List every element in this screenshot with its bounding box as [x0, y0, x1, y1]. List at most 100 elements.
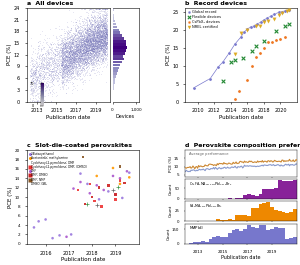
Point	[78, 34, 82, 38]
Point	[70, 36, 75, 40]
Point	[98, 18, 103, 22]
Point	[99, 37, 103, 41]
Point	[61, 66, 66, 70]
Point	[77, 58, 82, 62]
Point	[98, 40, 103, 44]
Bar	[243, 215, 247, 221]
Point	[101, 36, 106, 40]
Point	[43, 33, 48, 37]
Point	[92, 38, 97, 42]
Point	[103, 56, 108, 60]
Point	[91, 49, 95, 53]
Point	[65, 72, 70, 76]
Point	[71, 58, 76, 63]
Point	[85, 60, 90, 65]
Bar	[293, 180, 297, 199]
Point	[65, 55, 70, 60]
Point	[80, 44, 85, 48]
Point	[87, 18, 92, 22]
Point	[90, 30, 94, 34]
Point	[89, 43, 94, 47]
Point	[79, 30, 84, 35]
Point	[96, 38, 101, 43]
Point	[70, 56, 75, 61]
Point	[76, 57, 81, 61]
Point	[88, 59, 92, 63]
Point	[50, 67, 54, 72]
Point	[92, 26, 97, 30]
Point	[98, 17, 102, 21]
Point	[84, 37, 89, 41]
Point	[99, 43, 104, 47]
Point	[93, 46, 98, 50]
Point	[87, 26, 92, 30]
Point	[79, 54, 84, 58]
Point	[89, 69, 94, 73]
Point	[67, 55, 72, 59]
Point	[78, 35, 83, 39]
Bar	[247, 195, 251, 199]
Point	[88, 55, 93, 59]
Point	[98, 18, 103, 23]
Point	[100, 23, 105, 28]
Point	[67, 78, 72, 82]
Point	[40, 67, 45, 71]
Point	[74, 54, 79, 58]
Point	[64, 78, 69, 83]
Point	[95, 43, 100, 47]
Point	[71, 37, 76, 42]
Point	[78, 47, 82, 51]
Point	[80, 53, 84, 57]
Point	[61, 69, 65, 73]
Point	[95, 11, 100, 15]
Point	[93, 37, 98, 41]
Point	[89, 48, 94, 52]
Point	[82, 16, 87, 21]
Point	[81, 48, 86, 52]
Point	[79, 33, 84, 37]
Point	[92, 28, 96, 33]
Point	[100, 56, 104, 60]
Point	[85, 27, 90, 31]
Point	[97, 45, 102, 50]
Point	[76, 40, 81, 44]
Point	[93, 24, 98, 28]
Point	[80, 42, 84, 47]
Point	[91, 38, 96, 42]
Point	[94, 37, 98, 41]
Point	[98, 48, 103, 52]
Point	[98, 43, 103, 47]
Point	[68, 51, 72, 55]
Point	[94, 40, 99, 44]
Point	[71, 57, 76, 61]
Point	[91, 42, 96, 46]
Point	[94, 39, 99, 43]
Point	[79, 58, 83, 62]
Point	[74, 59, 78, 63]
Point	[102, 48, 107, 52]
Point	[77, 56, 82, 61]
Point	[59, 63, 64, 67]
Point	[68, 63, 73, 68]
Point	[94, 39, 99, 44]
Point	[55, 45, 60, 50]
Point	[85, 46, 90, 50]
Point	[85, 45, 89, 49]
Point	[92, 47, 96, 51]
Point	[87, 32, 92, 37]
Point	[94, 73, 99, 77]
Point	[78, 51, 83, 55]
Point	[103, 34, 108, 38]
Point	[90, 46, 95, 51]
Point	[92, 46, 97, 50]
Point	[67, 44, 72, 48]
Point	[98, 30, 103, 34]
Point	[82, 41, 87, 45]
Point	[83, 37, 88, 41]
Point	[44, 54, 48, 58]
Point	[71, 66, 76, 70]
Point	[68, 46, 73, 51]
Point	[34, 60, 39, 65]
Point	[80, 23, 85, 27]
Point	[63, 45, 68, 49]
